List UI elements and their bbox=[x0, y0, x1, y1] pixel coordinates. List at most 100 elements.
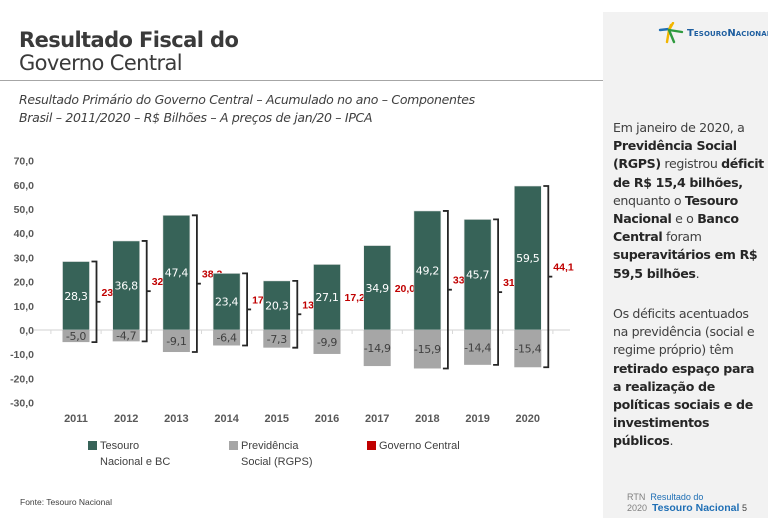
governo-bracket bbox=[292, 279, 299, 349]
sidebar-text-run: superavitários em R$ 59,5 bilhões bbox=[613, 247, 758, 281]
y-tick-label: 60,0 bbox=[14, 180, 35, 192]
x-tick-label: 2016 bbox=[315, 413, 339, 425]
sidebar-panel bbox=[603, 12, 768, 518]
bar-previdencia bbox=[313, 330, 341, 354]
data-label-tesouro: 45,7 bbox=[466, 269, 490, 282]
data-label-previdencia: -4,7 bbox=[116, 330, 137, 343]
data-label-tesouro: 59,5 bbox=[516, 252, 540, 265]
y-tick-label: 40,0 bbox=[14, 228, 35, 240]
data-label-previdencia: -14,4 bbox=[464, 341, 491, 354]
x-tick-label: 2014 bbox=[214, 413, 239, 425]
legend-item-tesouro: Tesouro Nacional e BC bbox=[88, 438, 170, 470]
bar-tesouro bbox=[262, 280, 291, 331]
sidebar-text-run: Tesouro Nacional bbox=[613, 192, 738, 227]
legend-item-governo: Governo Central bbox=[367, 438, 460, 454]
bar-tesouro bbox=[112, 240, 140, 331]
sidebar-text-run: déficit de R$ 15,4 bilhões, bbox=[613, 156, 764, 190]
bar-tesouro bbox=[463, 219, 492, 331]
sidebar-text-run: Em janeiro de 2020, a bbox=[613, 120, 745, 135]
data-label-tesouro: 47,4 bbox=[165, 267, 189, 280]
publication-footer: RTN Resultado do 2020 Tesouro Nacional bbox=[627, 492, 739, 514]
bar-tesouro bbox=[513, 185, 542, 331]
page-title-line2: Governo Central bbox=[19, 51, 183, 75]
data-label-previdencia: -6,4 bbox=[216, 332, 237, 345]
legend-label: Governo Central bbox=[379, 440, 460, 452]
bar-previdencia bbox=[514, 330, 542, 368]
page-number: 5 bbox=[742, 503, 748, 513]
sidebar-text-run: retirado espaço para a realização de pol… bbox=[613, 360, 755, 449]
subtitle-line1: Resultado Primário do Governo Central – … bbox=[19, 92, 475, 107]
bar-previdencia bbox=[263, 330, 291, 348]
x-tick-label: 2015 bbox=[265, 413, 289, 425]
data-label-previdencia: -14,9 bbox=[364, 342, 391, 355]
data-label-tesouro: 28,3 bbox=[64, 290, 88, 303]
bar-tesouro bbox=[413, 210, 442, 331]
data-label-previdencia: -15,4 bbox=[514, 343, 541, 356]
footer-pub-line2: Tesouro Nacional bbox=[652, 502, 740, 514]
sidebar-paragraph-2: Os déficits acentuados na previdência (s… bbox=[613, 305, 765, 451]
x-tick-label: 2011 bbox=[64, 413, 88, 425]
data-label-governo: 44,1 bbox=[553, 262, 574, 274]
y-tick-label: -30,0 bbox=[10, 398, 34, 410]
x-tick-label: 2013 bbox=[164, 413, 188, 425]
tesouro-logo: TesouroNacional bbox=[658, 22, 768, 44]
bar-previdencia bbox=[213, 330, 241, 346]
legend-label: Tesouro bbox=[100, 440, 140, 452]
x-tick-label: 2017 bbox=[365, 413, 389, 425]
data-label-tesouro: 36,8 bbox=[115, 279, 139, 292]
bar-tesouro bbox=[162, 214, 191, 331]
sidebar-text-run: . bbox=[669, 433, 674, 449]
data-label-tesouro: 27,1 bbox=[315, 291, 338, 304]
bar-tesouro bbox=[363, 245, 392, 331]
data-label-previdencia: -7,3 bbox=[267, 333, 288, 346]
sidebar-text-run: foram bbox=[662, 229, 702, 245]
y-tick-label: 70,0 bbox=[14, 156, 35, 168]
y-tick-label: 20,0 bbox=[14, 277, 35, 289]
data-label-previdencia: -9,9 bbox=[317, 336, 338, 349]
bar-previdencia bbox=[464, 330, 492, 365]
bar-previdencia bbox=[162, 330, 190, 353]
y-tick-label: 10,0 bbox=[14, 301, 35, 313]
chart-subtitle: Resultado Primário do Governo Central – … bbox=[19, 91, 475, 127]
title-divider bbox=[0, 80, 603, 81]
y-tick-label: -10,0 bbox=[10, 349, 34, 361]
bar-previdencia bbox=[62, 330, 90, 343]
governo-bracket bbox=[191, 214, 198, 353]
bar-tesouro bbox=[62, 261, 90, 331]
footer-pub-line1: Resultado do bbox=[650, 492, 704, 502]
sidebar-text-run: Banco Central bbox=[613, 211, 739, 245]
logo-text: TesouroNacional bbox=[687, 27, 768, 39]
governo-bracket bbox=[543, 185, 550, 369]
sidebar-text-run: . bbox=[695, 265, 700, 281]
bar-previdencia bbox=[413, 330, 441, 369]
data-label-tesouro: 34,9 bbox=[366, 282, 390, 295]
data-label-previdencia: -5,0 bbox=[66, 330, 87, 343]
y-tick-label: -20,0 bbox=[10, 373, 34, 385]
data-label-governo: 20,0 bbox=[395, 283, 416, 295]
data-label-previdencia: -9,1 bbox=[166, 335, 186, 348]
footer-rtn: RTN bbox=[627, 492, 646, 502]
legend-label: Previdência bbox=[241, 440, 299, 452]
sidebar-text-run: e o bbox=[671, 211, 698, 227]
legend-item-previdencia: Previdência Social (RGPS) bbox=[229, 438, 313, 470]
bar-tesouro bbox=[313, 264, 341, 331]
governo-bracket bbox=[141, 240, 148, 343]
y-tick-label: 30,0 bbox=[14, 252, 35, 264]
bar-chart: 70,0 60,0 50,0 40,0 30,0 20,0 10,0 0,0 -10,0 -20,… bbox=[10, 156, 574, 425]
data-label-tesouro: 49,2 bbox=[416, 264, 439, 277]
source-note: Fonte: Tesouro Nacional bbox=[20, 497, 112, 507]
y-tick-label: 0,0 bbox=[19, 325, 34, 337]
sidebar-text-run: Previdência Social (RGPS) bbox=[613, 138, 737, 172]
sidebar-text-run: Os déficits acentuados na previdência (s… bbox=[613, 306, 755, 358]
legend-label-line2: Social (RGPS) bbox=[241, 456, 313, 468]
x-tick-label: 2018 bbox=[415, 413, 439, 425]
x-tick-label: 2019 bbox=[465, 413, 489, 425]
data-label-governo: 17,2 bbox=[345, 292, 366, 304]
sidebar-paragraph-1: Em janeiro de 2020, a Previdência Social… bbox=[613, 119, 765, 283]
legend-swatch-tesouro bbox=[88, 441, 97, 450]
page-title: Resultado Fiscal do bbox=[19, 28, 239, 52]
y-tick-label: 50,0 bbox=[14, 204, 35, 216]
x-tick-label: 2012 bbox=[114, 413, 138, 425]
governo-bracket bbox=[493, 218, 499, 366]
governo-bracket bbox=[242, 272, 248, 347]
